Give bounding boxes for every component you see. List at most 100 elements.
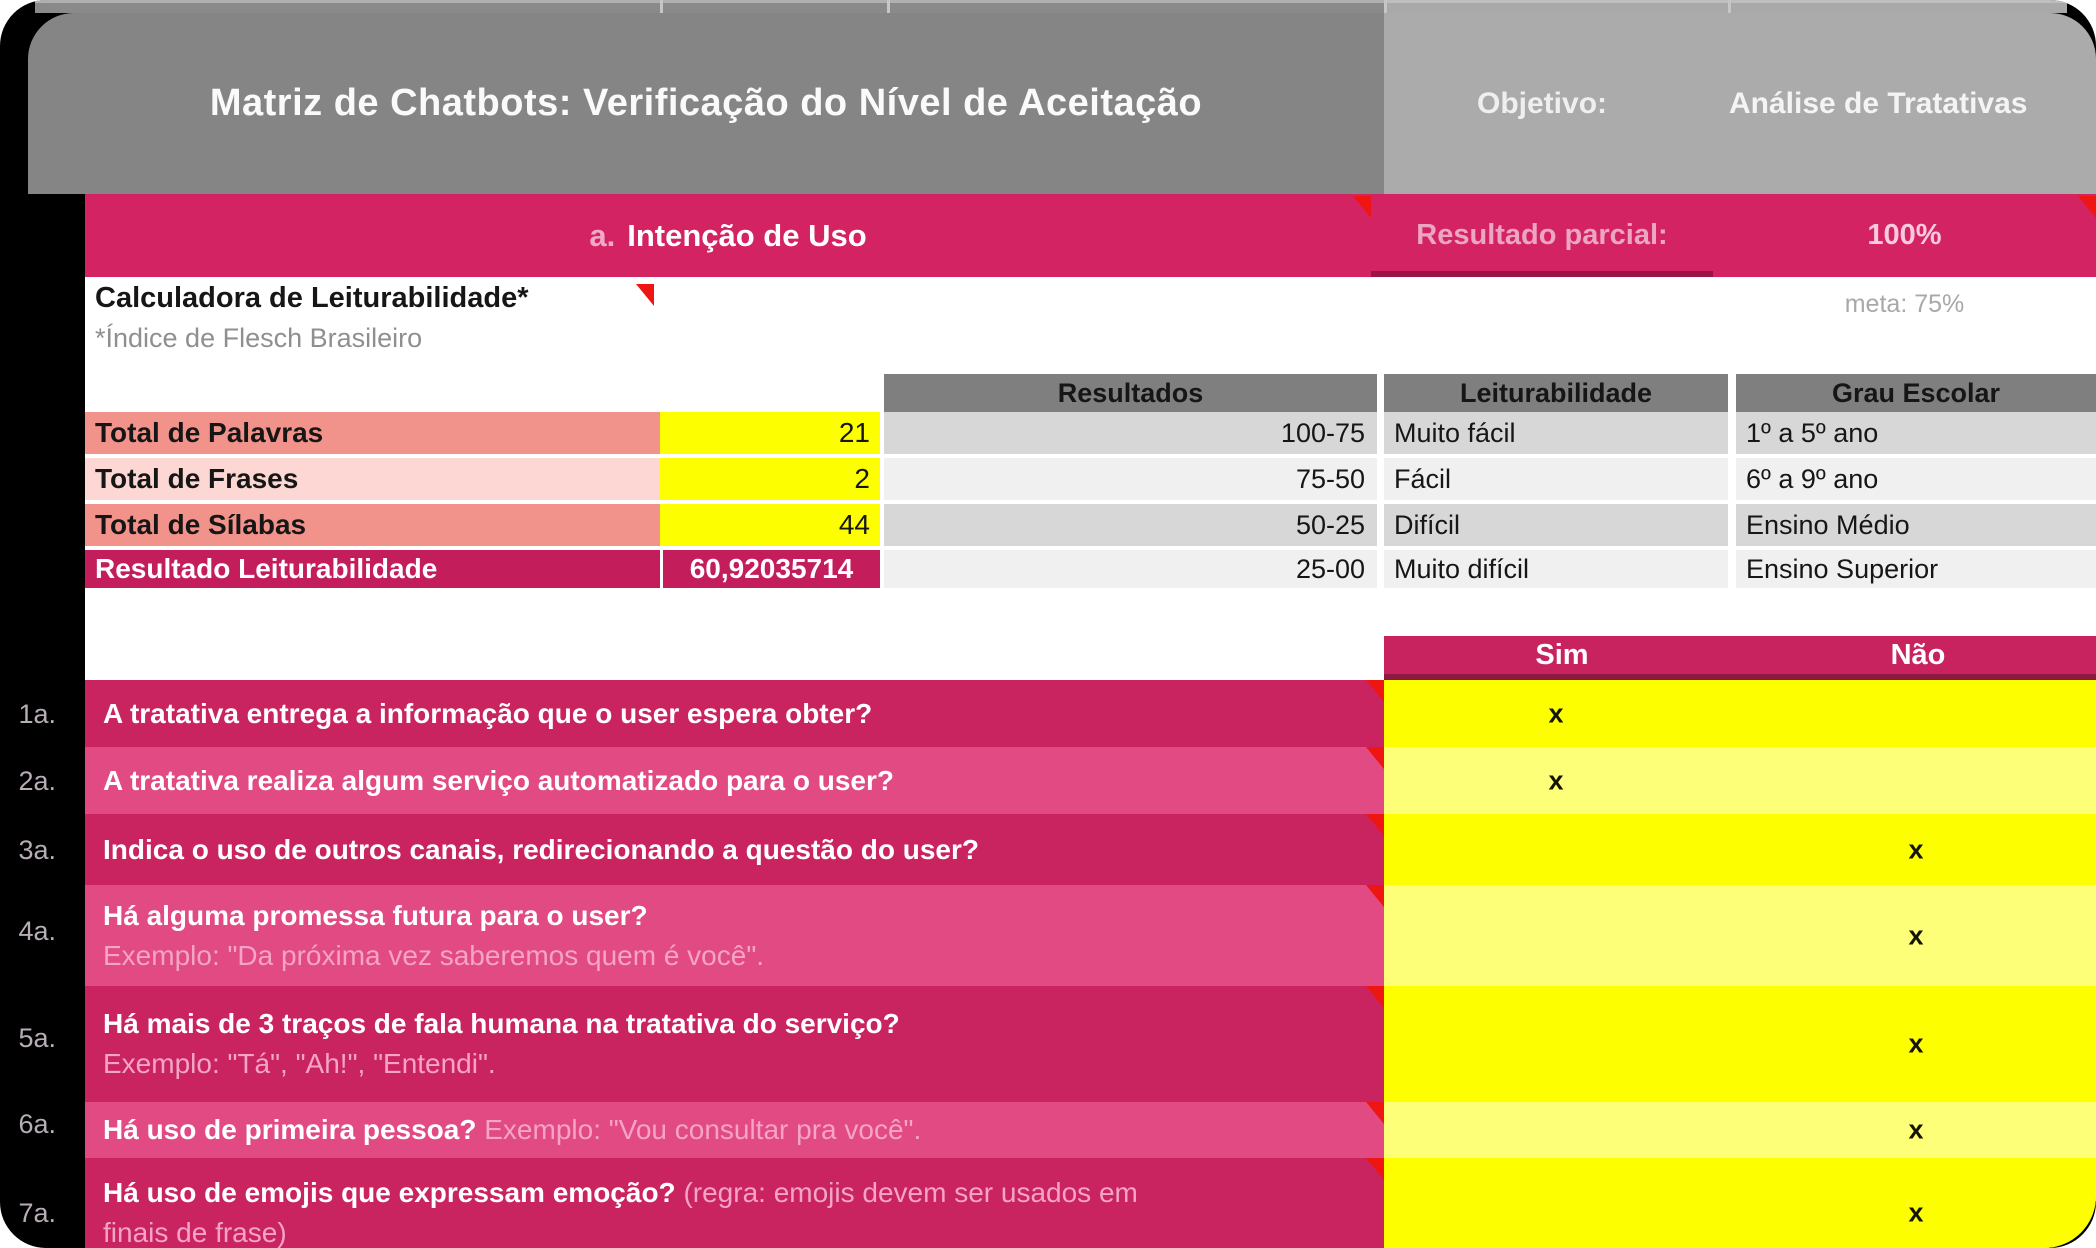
column-border-tick <box>887 0 890 13</box>
answer-cell-5a[interactable]: x <box>1384 986 2096 1102</box>
column-border-tick <box>1728 0 1731 13</box>
row-number-1a: 1a. <box>18 699 56 729</box>
x-mark-nao: x <box>1908 1197 1924 1228</box>
scale-leiturabilidade: Difícil <box>1384 504 1728 546</box>
question-example-line2: finais de frase) <box>103 1217 287 1248</box>
row-number-3a: 3a. <box>18 835 56 865</box>
answer-cell-1a[interactable]: x <box>1384 680 2096 747</box>
comment-marker-icon[interactable] <box>1366 1158 1384 1180</box>
top-strip-dark-segment <box>35 0 1384 13</box>
question-text: Indica o uso de outros canais, redirecio… <box>103 833 979 865</box>
partial-result-label: Resultado parcial: <box>1416 219 1668 251</box>
scale-grau: Ensino Médio <box>1736 504 2096 546</box>
comment-marker-icon[interactable] <box>636 284 654 306</box>
row-number-7a: 7a. <box>18 1198 56 1228</box>
objective-label: Objetivo: <box>1477 86 1608 120</box>
question-text: A tratativa realiza algum serviço automa… <box>103 764 894 796</box>
section-prefix: a. <box>589 217 616 253</box>
objective-value: Análise de Tratativas <box>1729 86 2028 120</box>
question-text: Há uso de primeira pessoa? Exemplo: "Vou… <box>103 1114 922 1145</box>
question-example: (regra: emojis devem ser usados em <box>683 1177 1138 1208</box>
question-cell-6a[interactable]: Há uso de primeira pessoa? Exemplo: "Vou… <box>85 1102 1384 1158</box>
calc-value-input[interactable]: 21 <box>660 412 880 454</box>
answers-header: Sim Não <box>1384 636 2096 680</box>
header-title-panel: Matriz de Chatbots: Verificação do Nível… <box>28 13 1384 194</box>
section-banner: a. Intenção de Uso Resultado parcial: 10… <box>85 194 2096 277</box>
question-example: Exemplo: "Tá", "Ah!", "Entendi". <box>103 1048 496 1079</box>
sheet-content: a. Intenção de Uso Resultado parcial: 10… <box>85 194 2096 1248</box>
calc-result-value[interactable]: 60,92035714 <box>663 550 880 588</box>
question-cell-1a[interactable]: A tratativa entrega a informação que o u… <box>85 680 1384 747</box>
calc-value-input[interactable]: 2 <box>660 458 880 500</box>
scale-leiturabilidade: Fácil <box>1384 458 1728 500</box>
scale-grau: Ensino Superior <box>1736 550 2096 588</box>
column-border-tick <box>1384 0 1387 13</box>
scale-resultado: 75-50 <box>884 458 1377 500</box>
question-cell-4a[interactable]: Há alguma promessa futura para o user? E… <box>85 885 1384 986</box>
row-number-2a: 2a. <box>18 766 56 796</box>
calculator-title: Calculadora de Leiturabilidade* <box>95 282 529 314</box>
scale-grau: 1º a 5º ano <box>1736 412 2096 454</box>
row-number-4a: 4a. <box>18 916 56 946</box>
x-mark-nao: x <box>1908 834 1924 864</box>
page-title: Matriz de Chatbots: Verificação do Nível… <box>209 82 1203 124</box>
column-border-tick <box>660 0 663 13</box>
top-cell-strip <box>35 0 2067 13</box>
answer-cell-2a[interactable]: x <box>1384 747 2096 814</box>
scale-resultado: 25-00 <box>884 550 1377 588</box>
x-mark-sim: x <box>1548 698 1564 728</box>
comment-marker-icon[interactable] <box>1366 986 1384 1008</box>
comment-marker-icon[interactable] <box>1366 885 1384 907</box>
comment-marker-icon[interactable] <box>1366 1102 1384 1124</box>
x-mark-sim: x <box>1548 765 1564 795</box>
scale-resultado: 50-25 <box>884 504 1377 546</box>
question-text: Há uso de emojis que expressam emoção? (… <box>103 1177 1138 1208</box>
calc-label: Total de Frases <box>85 458 660 500</box>
question-cell-7a[interactable]: Há uso de emojis que expressam emoção? (… <box>85 1158 1384 1248</box>
answer-cell-7a[interactable]: x <box>1384 1158 2096 1248</box>
scale-header-grau-escolar: Grau Escolar <box>1736 374 2096 412</box>
scale-leiturabilidade: Muito difícil <box>1384 550 1728 588</box>
comment-marker-icon[interactable] <box>1366 680 1384 702</box>
calc-result-label: Resultado Leiturabilidade <box>85 550 660 588</box>
scale-resultado: 100-75 <box>884 412 1377 454</box>
header-objective-panel: Objetivo: Análise de Tratativas <box>1384 13 2096 194</box>
question-example: Exemplo: "Da próxima vez saberemos quem … <box>103 939 765 971</box>
calc-label: Total de Sílabas <box>85 504 660 546</box>
comment-marker-icon[interactable] <box>1366 814 1384 836</box>
scale-header-resultados: Resultados <box>884 374 1377 412</box>
answer-cell-4a[interactable]: x <box>1384 885 2096 986</box>
calculator-subtitle: *Índice de Flesch Brasileiro <box>95 323 423 353</box>
partial-result-value[interactable]: 100% <box>1867 219 1942 251</box>
scale-leiturabilidade: Muito fácil <box>1384 412 1728 454</box>
calc-value-input[interactable]: 44 <box>660 504 880 546</box>
comment-marker-icon[interactable] <box>2078 196 2096 218</box>
scale-header-leiturabilidade: Leiturabilidade <box>1384 374 1728 412</box>
x-mark-nao: x <box>1908 1028 1924 1059</box>
x-mark-nao: x <box>1908 920 1924 950</box>
scale-grau: 6º a 9º ano <box>1736 458 2096 500</box>
comment-marker-icon[interactable] <box>1366 747 1384 769</box>
row-number-5a: 5a. <box>18 1023 56 1053</box>
question-text: A tratativa entrega a informação que o u… <box>103 697 873 729</box>
meta-target: meta: 75% <box>1844 290 1965 318</box>
question-cell-5a[interactable]: Há mais de 3 traços de fala humana na tr… <box>85 986 1384 1102</box>
section-title: Intenção de Uso <box>627 217 867 253</box>
top-strip-highlight <box>35 0 2067 3</box>
calc-label: Total de Palavras <box>85 412 660 454</box>
question-text: Há alguma promessa futura para o user? <box>103 899 648 931</box>
question-text: Há mais de 3 traços de fala humana na tr… <box>103 1008 900 1039</box>
question-cell-3a[interactable]: Indica o uso de outros canais, redirecio… <box>85 814 1384 885</box>
section-title-cell: a. Intenção de Uso <box>85 194 1371 277</box>
question-cell-2a[interactable]: A tratativa realiza algum serviço automa… <box>85 747 1384 814</box>
comment-marker-icon[interactable] <box>1353 196 1371 218</box>
partial-result-underline <box>1371 271 1713 277</box>
no-column-header: Não <box>1890 639 1946 671</box>
answer-cell-6a[interactable]: x <box>1384 1102 2096 1158</box>
row-number-6a: 6a. <box>18 1109 56 1139</box>
answer-cell-3a[interactable]: x <box>1384 814 2096 885</box>
question-example: Exemplo: "Vou consultar pra você". <box>484 1114 922 1145</box>
x-mark-nao: x <box>1908 1114 1924 1145</box>
app-header: Matriz de Chatbots: Verificação do Nível… <box>28 13 2096 194</box>
